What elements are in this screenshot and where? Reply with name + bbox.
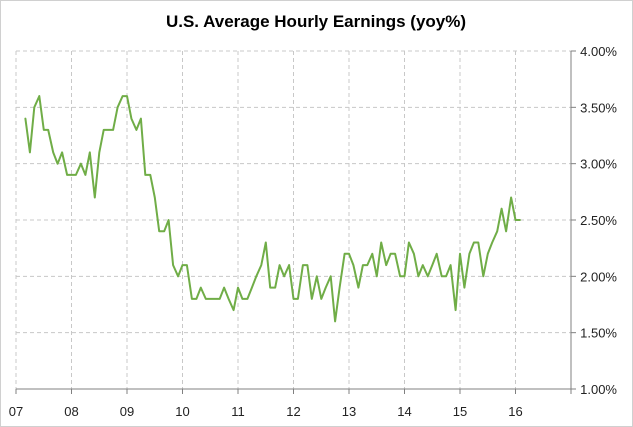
x-tick-label: 12: [286, 404, 300, 419]
x-tick-label: 14: [397, 404, 411, 419]
axes: [15, 50, 576, 394]
x-tick-label: 10: [175, 404, 189, 419]
x-tick-label: 09: [120, 404, 134, 419]
y-tick-labels: 1.00% 1.50% 2.00% 2.50% 3.00% 3.50% 4.00%: [580, 44, 617, 397]
x-tick-label: 07: [9, 404, 23, 419]
x-tick-label: 16: [508, 404, 522, 419]
x-tick-label: 15: [453, 404, 467, 419]
y-tick-label: 4.00%: [580, 44, 617, 59]
y-tick-label: 3.00%: [580, 157, 617, 172]
x-tick-label: 08: [64, 404, 78, 419]
series-layer: [24, 95, 521, 323]
chart-title: U.S. Average Hourly Earnings (yoy%): [166, 12, 466, 31]
y-tick-label: 1.50%: [580, 326, 617, 341]
x-tick-labels: 07 08 09 10 11 12 13 14 15 16: [9, 404, 523, 419]
y-tick-label: 1.00%: [580, 382, 617, 397]
series-line-0: [24, 95, 521, 323]
y-tick-label: 3.50%: [580, 100, 617, 115]
x-tick-label: 13: [342, 404, 356, 419]
y-tick-label: 2.00%: [580, 269, 617, 284]
gridlines: [15, 50, 572, 389]
y-tick-label: 2.50%: [580, 213, 617, 228]
x-tick-label: 11: [231, 404, 245, 419]
